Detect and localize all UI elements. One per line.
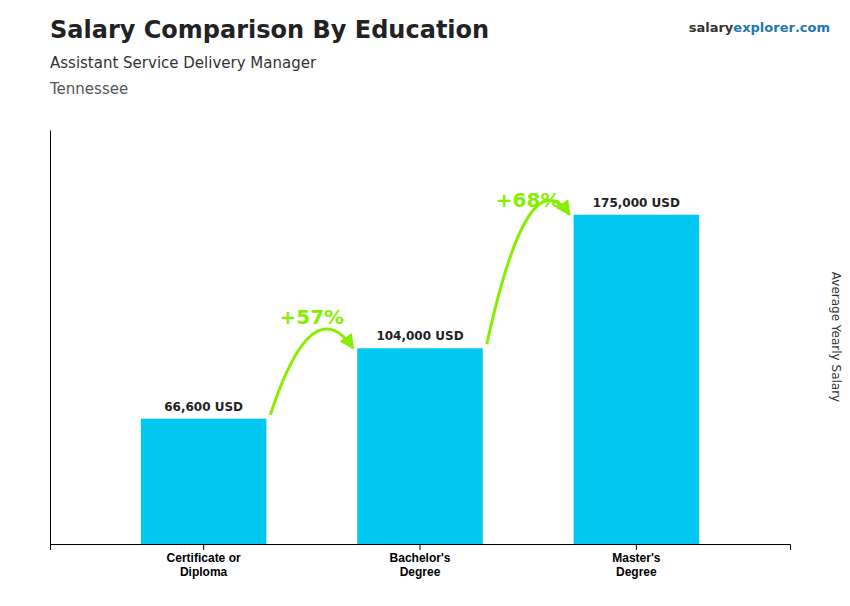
x-tick-mark (636, 544, 637, 550)
x-axis-line (51, 545, 791, 551)
x-tick-label: Bachelor'sDegree (390, 551, 451, 579)
x-tick-mark (420, 544, 421, 550)
annotation-label: +68% (496, 188, 561, 212)
watermark-text: explorer (733, 20, 795, 35)
data-label: 175,000 USD (593, 196, 680, 210)
title: Salary Comparison By Education (50, 16, 489, 44)
bar (574, 215, 699, 544)
bars (141, 215, 699, 544)
annotation-arrow (270, 329, 353, 415)
y-axis-label: Average Yearly Salary (829, 272, 843, 402)
x-tick: Master'sDegree (612, 544, 661, 579)
data-labels: 66,600 USD 104,000 USD 175,000 USD (164, 196, 680, 414)
annotations: +57% +68% (270, 188, 569, 415)
watermark: salaryexplorer.com (689, 20, 830, 35)
subtitle: Assistant Service Delivery Manager (50, 54, 317, 72)
y-axis-line (50, 131, 51, 545)
x-tick-label: Master'sDegree (612, 551, 661, 579)
chart: Salary Comparison By Education Assistant … (0, 0, 850, 606)
watermark-text: salary (689, 20, 734, 35)
x-tick: Bachelor'sDegree (390, 544, 451, 579)
x-tick-mark (203, 544, 204, 550)
location: Tennessee (49, 80, 128, 98)
annotation-arrow (487, 200, 570, 344)
annotation-label: +57% (279, 305, 344, 329)
x-axis: Certificate orDiploma Bachelor'sDegree Mas… (51, 544, 791, 579)
x-tick: Certificate orDiploma (167, 544, 241, 579)
data-label: 104,000 USD (376, 329, 463, 343)
y-axis (50, 131, 51, 545)
x-tick-label: Certificate orDiploma (167, 551, 241, 579)
data-label: 66,600 USD (164, 400, 243, 414)
watermark-text: .com (795, 20, 830, 35)
bar (357, 348, 482, 544)
bar (141, 419, 266, 544)
